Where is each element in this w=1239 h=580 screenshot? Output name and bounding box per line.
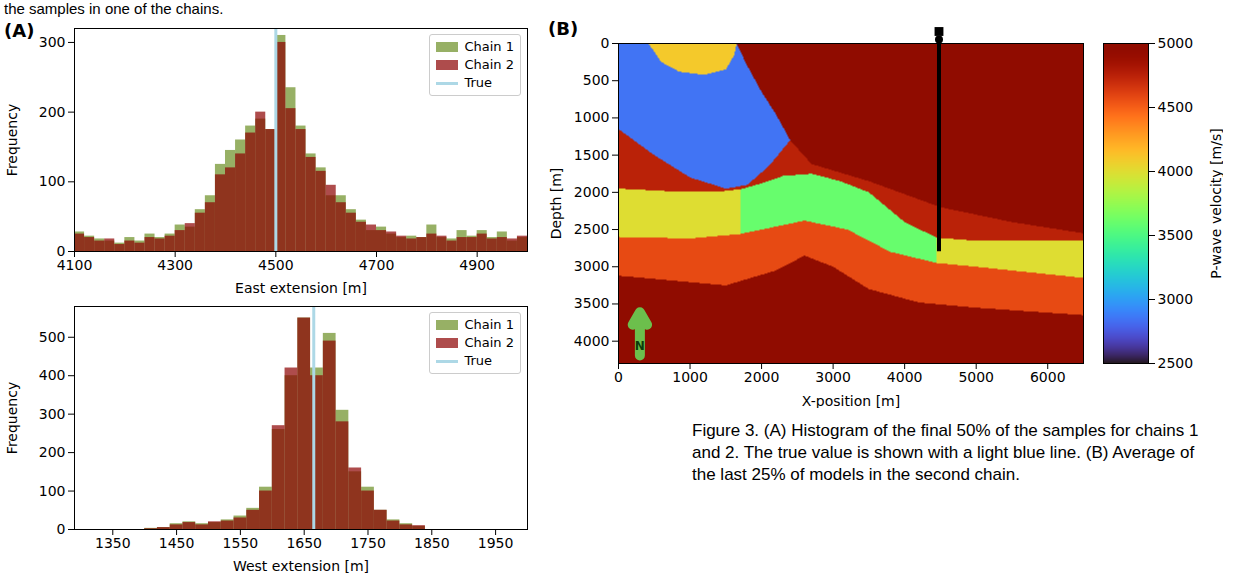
html-text:Chain 1: Chain 1 bbox=[464, 39, 514, 54]
svg-text:0: 0 bbox=[56, 243, 66, 259]
svg-text:4300: 4300 bbox=[157, 257, 193, 273]
html-text:True: True bbox=[464, 353, 493, 368]
svg-text:2500: 2500 bbox=[1158, 355, 1194, 371]
html-text:True: True bbox=[464, 75, 493, 90]
svg-text:3000: 3000 bbox=[1158, 291, 1194, 307]
svg-text:1350: 1350 bbox=[95, 535, 131, 551]
svg-text:4000: 4000 bbox=[887, 369, 923, 385]
svg-text:400: 400 bbox=[39, 367, 66, 383]
svg-text:1750: 1750 bbox=[350, 535, 386, 551]
html-text:(B): (B) bbox=[548, 18, 579, 39]
svg-text:4000: 4000 bbox=[1158, 163, 1194, 179]
svg-text:1650: 1650 bbox=[286, 535, 322, 551]
svg-text:4900: 4900 bbox=[459, 257, 495, 273]
svg-text:200: 200 bbox=[39, 104, 66, 120]
svg-text:3500: 3500 bbox=[574, 295, 610, 311]
svg-text:West extension [m]: West extension [m] bbox=[233, 558, 369, 574]
html-text:Chain 1: Chain 1 bbox=[464, 317, 514, 332]
svg-text:6000: 6000 bbox=[1030, 369, 1066, 385]
html-text:Figure 3. (A) Histogram of the: Figure 3. (A) Histogram of the final 50%… bbox=[692, 421, 1199, 485]
svg-text:1450: 1450 bbox=[159, 535, 195, 551]
svg-text:4100: 4100 bbox=[57, 257, 93, 273]
svg-text:P-wave velocity [m/s]: P-wave velocity [m/s] bbox=[1208, 128, 1224, 278]
svg-text:Depth [m]: Depth [m] bbox=[548, 168, 564, 240]
svg-text:0: 0 bbox=[614, 369, 623, 385]
svg-text:100: 100 bbox=[39, 173, 66, 189]
svg-text:4500: 4500 bbox=[258, 257, 294, 273]
svg-text:N: N bbox=[635, 339, 645, 353]
svg-text:1550: 1550 bbox=[223, 535, 259, 551]
svg-text:1000: 1000 bbox=[672, 369, 708, 385]
svg-text:3000: 3000 bbox=[574, 258, 610, 274]
svg-text:500: 500 bbox=[39, 329, 66, 345]
svg-text:300: 300 bbox=[39, 406, 66, 422]
html-text:(A): (A) bbox=[4, 20, 35, 41]
svg-text:3500: 3500 bbox=[1158, 227, 1194, 243]
svg-text:Frequency: Frequency bbox=[4, 382, 20, 454]
svg-text:200: 200 bbox=[39, 444, 66, 460]
svg-text:300: 300 bbox=[39, 34, 66, 50]
svg-text:500: 500 bbox=[583, 72, 610, 88]
html-text:Chain 2: Chain 2 bbox=[464, 57, 514, 72]
svg-text:4700: 4700 bbox=[359, 257, 395, 273]
svg-text:100: 100 bbox=[39, 483, 66, 499]
svg-text:0: 0 bbox=[601, 35, 610, 51]
svg-text:4500: 4500 bbox=[1158, 99, 1194, 115]
svg-text:1000: 1000 bbox=[574, 109, 610, 125]
svg-text:2500: 2500 bbox=[574, 221, 610, 237]
svg-text:5000: 5000 bbox=[958, 369, 994, 385]
svg-text:4000: 4000 bbox=[574, 333, 610, 349]
svg-text:1500: 1500 bbox=[574, 147, 610, 163]
svg-text:X-position [m]: X-position [m] bbox=[802, 393, 900, 409]
html-text:the samples in one of the chai: the samples in one of the chains. bbox=[4, 0, 224, 17]
svg-text:3000: 3000 bbox=[815, 369, 851, 385]
svg-text:5000: 5000 bbox=[1158, 35, 1194, 51]
svg-text:2000: 2000 bbox=[744, 369, 780, 385]
svg-text:2000: 2000 bbox=[574, 184, 610, 200]
svg-text:Frequency: Frequency bbox=[4, 104, 20, 176]
svg-text:1950: 1950 bbox=[478, 535, 514, 551]
svg-text:0: 0 bbox=[57, 521, 66, 537]
html-text:Chain 2: Chain 2 bbox=[464, 335, 514, 350]
svg-text:East extension [m]: East extension [m] bbox=[235, 280, 367, 296]
svg-text:1850: 1850 bbox=[414, 535, 450, 551]
